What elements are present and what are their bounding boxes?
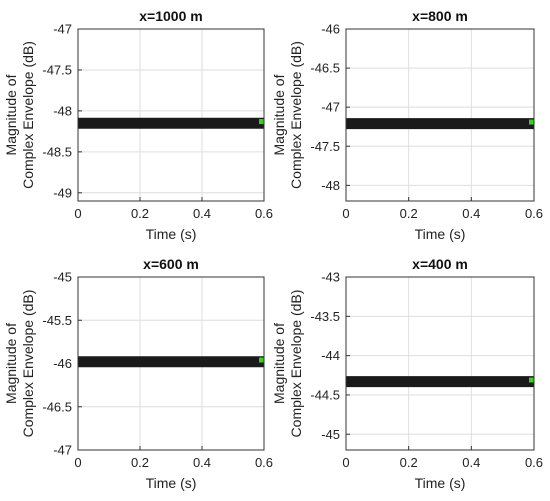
- subplot-2: 0 0.2 0.4 0.6 -46 -46.5 -47 -47.5 -48 x=800 m Time…: [271, 8, 543, 242]
- subplot-title: x=400 m: [412, 256, 468, 272]
- x-tick-label: 0.6: [255, 455, 273, 470]
- y-axis-label-line-1: Magnitude of: [271, 74, 287, 155]
- y-tick-label: -48: [321, 178, 340, 193]
- y-axis-label-line-1: Magnitude of: [3, 74, 19, 155]
- x-tick-label: 0.4: [193, 455, 211, 470]
- y-tick-label: -47: [53, 22, 72, 37]
- y-axis-label-line-1: Magnitude of: [3, 323, 19, 404]
- x-tick-label: 0.4: [462, 206, 480, 221]
- x-axis-label: Time (s): [415, 226, 466, 242]
- y-tick-label: -47.5: [310, 139, 340, 154]
- y-tick-label: -46.5: [42, 399, 72, 414]
- y-tick-label: -48.5: [42, 144, 72, 159]
- y-tick-label: -44.5: [310, 387, 340, 402]
- x-axis-label: Time (s): [146, 226, 197, 242]
- x-tick-label: 0.4: [462, 455, 480, 470]
- end-marker: [529, 119, 534, 125]
- y-tick-label: -45: [53, 270, 72, 285]
- y-tick-label: -47: [321, 100, 340, 115]
- y-axis-label-line-2: Complex Envelope (dB): [20, 41, 36, 189]
- x-tick-label: 0.6: [525, 206, 543, 221]
- axes-box: [77, 28, 265, 202]
- y-axis-label-line-2: Complex Envelope (dB): [288, 290, 304, 438]
- x-axis-label: Time (s): [415, 475, 466, 491]
- x-axis-label: Time (s): [146, 475, 197, 491]
- plot-area: [78, 29, 264, 201]
- x-tick-label: 0.2: [131, 206, 149, 221]
- y-tick-label: -49: [53, 185, 72, 200]
- axes-box: [77, 276, 265, 451]
- x-tick-label: 0: [74, 206, 81, 221]
- y-tick-label: -45.5: [42, 313, 72, 328]
- x-tick-label: 0: [74, 455, 81, 470]
- subplot-title: x=800 m: [412, 8, 468, 24]
- y-tick-label: -48: [53, 103, 72, 118]
- y-axis-label-line-1: Magnitude of: [271, 323, 287, 404]
- x-tick-label: 0.4: [193, 206, 211, 221]
- y-tick-label: -46.5: [310, 61, 340, 76]
- x-tick-label: 0.2: [400, 206, 418, 221]
- subplot-title: x=1000 m: [139, 8, 202, 24]
- y-tick-label: -44: [321, 348, 340, 363]
- plot-area: [346, 277, 534, 450]
- x-tick-label: 0.2: [400, 455, 418, 470]
- x-tick-label: 0.6: [255, 206, 273, 221]
- end-marker: [259, 119, 264, 125]
- end-marker: [529, 377, 534, 383]
- plot-area: [346, 29, 534, 201]
- x-tick-label: 0.2: [131, 455, 149, 470]
- y-tick-label: -46: [53, 356, 72, 371]
- y-tick-label: -43.5: [310, 309, 340, 324]
- subplot-3: 0 0.2 0.4 0.6 -45 -45.5 -46 -46.5 -47 x=600 m Time…: [3, 256, 273, 491]
- axes-box: [345, 28, 535, 202]
- subplot-title: x=600 m: [143, 256, 199, 272]
- x-tick-label: 0: [342, 455, 349, 470]
- y-tick-label: -47: [53, 443, 72, 458]
- x-tick-label: 0: [342, 206, 349, 221]
- y-tick-label: -45: [321, 427, 340, 442]
- axes-box: [345, 276, 535, 451]
- subplot-1: 0 0.2 0.4 0.6 -47 -47.5 -48 -48.5 -49 x=1000 m Tim…: [3, 8, 273, 242]
- subplot-4: 0 0.2 0.4 0.6 -43 -43.5 -44 -44.5 -45 x=400 m Time…: [271, 256, 543, 491]
- y-tick-label: -46: [321, 22, 340, 37]
- x-tick-label: 0.6: [525, 455, 543, 470]
- y-axis-label-line-2: Complex Envelope (dB): [20, 290, 36, 438]
- y-axis-label-line-2: Complex Envelope (dB): [288, 41, 304, 189]
- y-tick-label: -43: [321, 270, 340, 285]
- y-tick-label: -47.5: [42, 62, 72, 77]
- end-marker: [259, 357, 264, 363]
